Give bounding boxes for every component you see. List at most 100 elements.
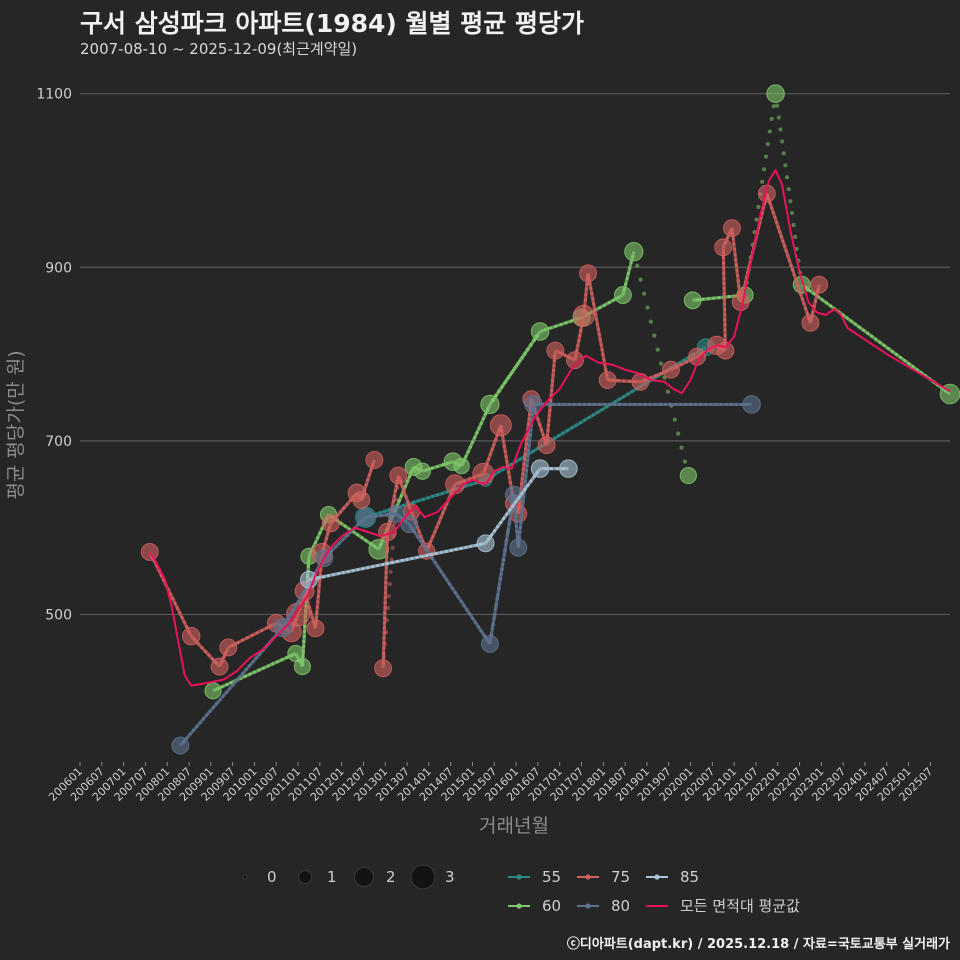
series-interp-dot (800, 297, 804, 301)
series-interp-dot (529, 479, 533, 483)
connection-dot (658, 361, 664, 366)
series-interp-dot (618, 402, 622, 407)
series-interp-dot (570, 426, 574, 430)
series-interp-dot (521, 505, 525, 509)
series-interp-dot (374, 514, 378, 518)
series-interp-dot (557, 434, 561, 438)
series-interp-dot (413, 531, 417, 535)
series-interp-dot (526, 347, 530, 351)
series-interp-dot (385, 540, 389, 544)
series-interp-dot (385, 545, 389, 549)
series-interp-dot (505, 460, 509, 464)
series-interp-dot (318, 531, 322, 535)
series-interp-dot (526, 483, 530, 487)
series-interp-dot (622, 395, 626, 399)
series-interp-dot (721, 256, 726, 260)
size-legend-label: 1 (327, 868, 337, 886)
series-interp-dot (225, 683, 229, 687)
series-interp-dot (424, 548, 429, 552)
series-interp-dot (330, 549, 334, 553)
series-interp-dot (369, 468, 373, 472)
series-interp-dot (476, 625, 480, 629)
connection-dot (754, 217, 759, 222)
series-interp-dot (722, 281, 726, 286)
legend: 0 1 2 3 55 75 85 60 80 모든 면적대 평균값 (242, 864, 800, 915)
series-interp-dot (475, 431, 479, 435)
series-interp-dot (198, 721, 202, 725)
data-point (683, 291, 702, 310)
series-interp-dot (306, 564, 310, 568)
series-interp-dot (709, 402, 713, 407)
series-interp-dot (508, 372, 513, 376)
series-interp-dot (517, 359, 522, 364)
series-interp-dot (245, 636, 250, 640)
series-interp-dot (520, 510, 524, 514)
series-interp-dot (598, 337, 602, 342)
series-interp-dot (585, 282, 589, 286)
connection-dot (392, 521, 397, 526)
series-interp-dot (794, 278, 798, 282)
series-line-segment (765, 192, 812, 324)
series-interp-dot (776, 225, 780, 229)
series-interp-dot (722, 287, 726, 291)
series-interp-dot (393, 489, 397, 493)
series-interp-dot (175, 606, 179, 610)
series-interp-dot (481, 417, 485, 421)
series-interp-dot (554, 324, 558, 328)
series-interp-dot (528, 412, 532, 416)
series-interp-dot (383, 596, 387, 600)
series-interp-dot (584, 293, 588, 297)
data-point (480, 394, 500, 415)
series-interp-dot (459, 599, 463, 603)
connection-dot (665, 389, 671, 394)
series-interp-dot (382, 631, 386, 635)
series-interp-dot (514, 364, 519, 368)
series-interp-dot (597, 402, 602, 407)
series-interp-dot (526, 422, 531, 426)
average-line-layer (148, 169, 951, 687)
data-point (273, 617, 293, 638)
series-interp-dot (633, 402, 637, 407)
series-interp-dot (723, 312, 727, 317)
legend-label: 모든 면적대 평균값 (680, 897, 800, 915)
series-interp-dot (522, 494, 526, 499)
series-interp-dot (392, 494, 396, 498)
series-interp-dot (366, 565, 370, 570)
series-interp-dot (602, 402, 607, 407)
series-interp-dot (356, 568, 360, 572)
series-interp-dot (258, 652, 262, 656)
series-interp-dot (604, 368, 608, 372)
series-interp-dot (792, 273, 796, 277)
series-interp-dot (524, 474, 528, 478)
series-interp-dot (699, 402, 703, 407)
series-interp-dot (625, 277, 629, 281)
series-interp-dot (215, 702, 219, 706)
series-interp-dot (604, 405, 609, 409)
series-interp-dot (490, 627, 494, 631)
series-interp-dot (770, 206, 774, 210)
series-interp-dot (382, 621, 387, 625)
series-interp-dot (203, 649, 207, 653)
series-interp-dot (808, 289, 812, 293)
data-point (537, 436, 556, 455)
series-interp-dot (262, 666, 266, 670)
series-interp-dot (504, 542, 508, 547)
series-interp-dot (524, 469, 529, 473)
series-interp-dot (550, 378, 555, 383)
data-point (204, 682, 222, 700)
connection-dot (752, 230, 757, 235)
series-interp-dot (395, 559, 399, 564)
series-interp-dot (735, 274, 740, 278)
series-interp-dot (555, 467, 559, 471)
series-interp-dot (184, 625, 189, 629)
series-interp-dot (456, 595, 460, 599)
series-interp-dot (244, 667, 249, 671)
series-interp-dot (521, 467, 525, 471)
series-interp-dot (316, 536, 320, 540)
x-axis-title: 거래년월 (479, 815, 549, 837)
data-point (387, 504, 406, 523)
data-point (810, 275, 829, 294)
series-80 (171, 395, 761, 755)
series-interp-dot (493, 438, 498, 442)
connection-dot (635, 263, 640, 268)
